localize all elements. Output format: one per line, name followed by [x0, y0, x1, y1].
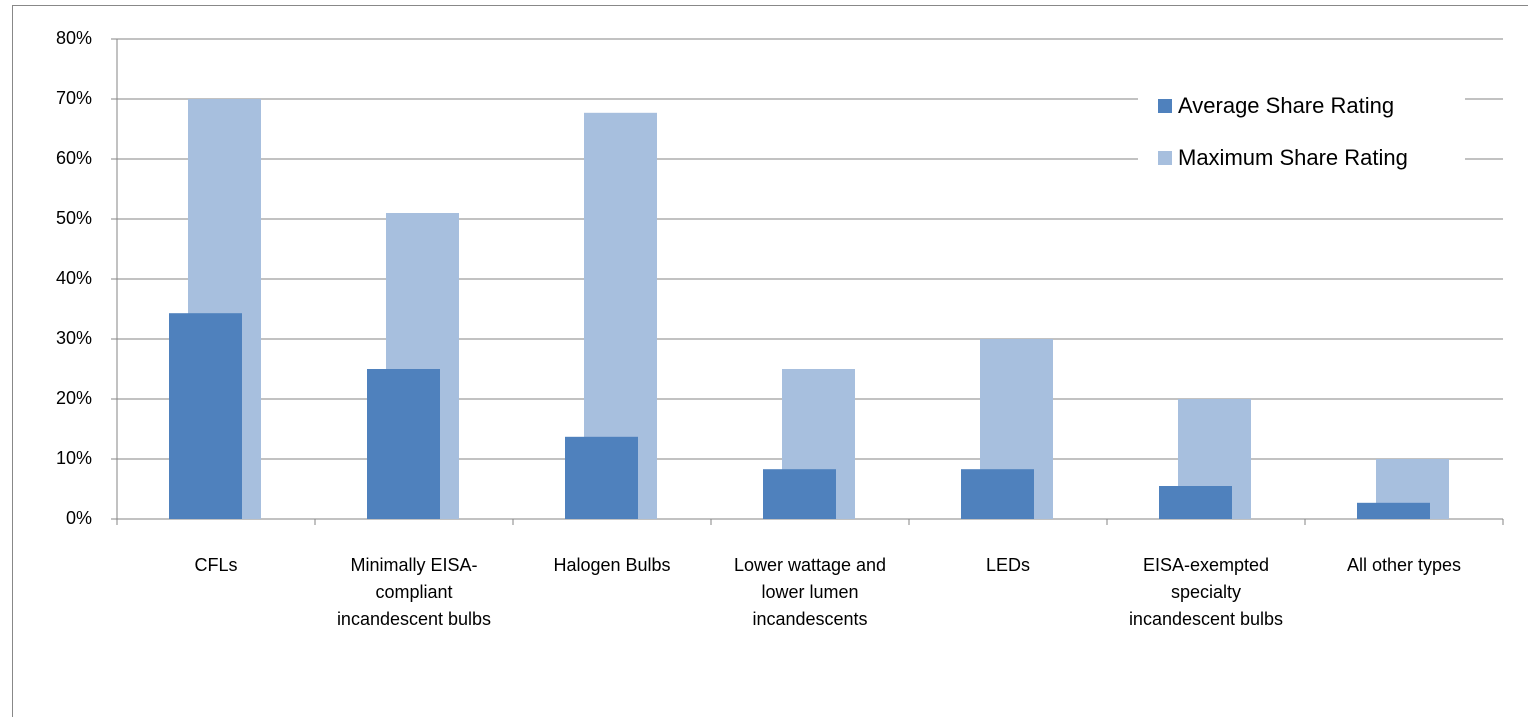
legend-swatch [1158, 99, 1172, 113]
y-tick-label: 40% [56, 268, 92, 288]
legend-label: Average Share Rating [1178, 93, 1394, 118]
legend-swatch [1158, 151, 1172, 165]
x-tick-label: All other types [1346, 555, 1462, 575]
bar [961, 469, 1034, 519]
x-tick-label: CFLs [194, 555, 238, 575]
x-tick-label: EISA-exempted specialty incandescent bul… [1128, 555, 1284, 629]
bar [1159, 486, 1232, 519]
x-tick-label: LEDs [985, 555, 1030, 575]
y-tick-label: 30% [56, 328, 92, 348]
x-tick-label: Minimally EISA-compliant incandescent bu… [336, 555, 492, 629]
y-tick-label: 0% [66, 508, 92, 528]
y-tick-label: 60% [56, 148, 92, 168]
bar [367, 369, 440, 519]
y-tick-label: 10% [56, 448, 92, 468]
x-tick-label: Lower wattage and lower lumen incandesce… [733, 555, 887, 629]
y-tick-label: 50% [56, 208, 92, 228]
bar [565, 436, 638, 519]
legend-label: Maximum Share Rating [1178, 145, 1408, 170]
bar [763, 469, 836, 519]
bar [169, 313, 242, 519]
y-tick-label: 70% [56, 88, 92, 108]
y-tick-label: 20% [56, 388, 92, 408]
legend-box [1138, 90, 1465, 176]
y-tick-label: 80% [56, 28, 92, 48]
x-tick-label: Halogen Bulbs [553, 555, 671, 575]
bar [1357, 502, 1430, 519]
